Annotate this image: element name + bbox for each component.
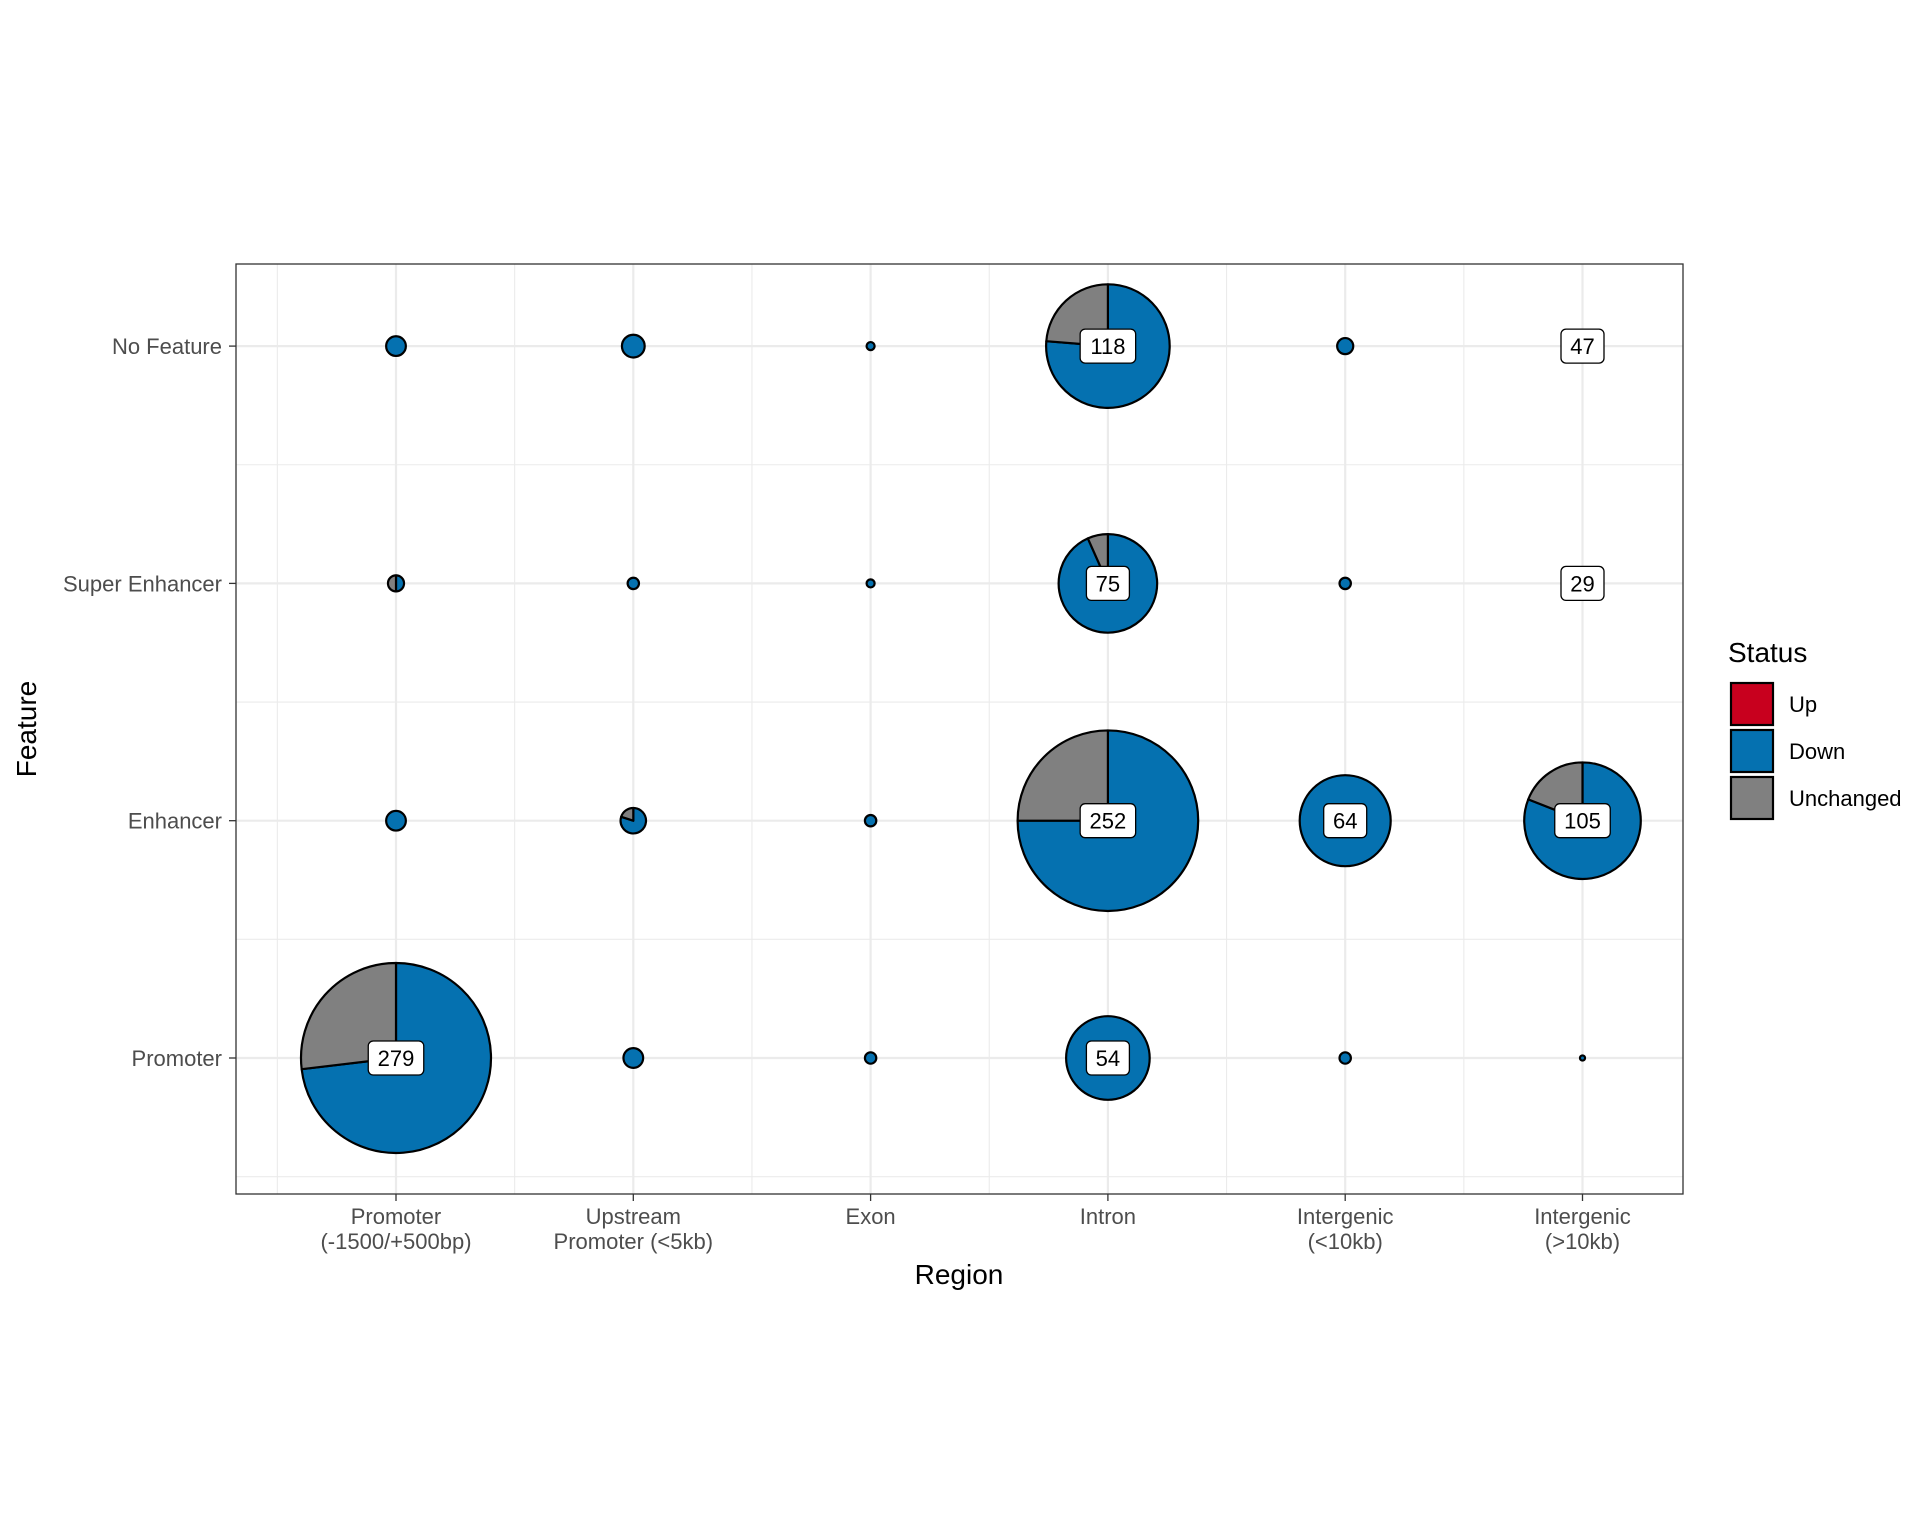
- count-label: 47: [1560, 328, 1605, 364]
- count-label-box: [1079, 328, 1137, 364]
- pie-point: [387, 574, 405, 593]
- x-tick-label: Promoter: [351, 1204, 441, 1229]
- pie-slice-down: [1338, 576, 1352, 591]
- pie-point: [622, 1047, 645, 1069]
- legend-label: Unchanged: [1789, 786, 1902, 811]
- x-tick-label: (-1500/+500bp): [320, 1229, 471, 1254]
- count-label-text: 118: [1090, 334, 1125, 359]
- count-label-text: 105: [1564, 809, 1601, 834]
- count-labels: 279 54 252 75 118 64 105 29 47: [367, 328, 1611, 1076]
- pie-slice-down: [1336, 336, 1355, 356]
- pie-point: [619, 806, 648, 835]
- count-label-text: 279: [378, 1046, 415, 1071]
- count-label-box: [1554, 803, 1611, 839]
- x-axis-title: Region: [915, 1259, 1004, 1290]
- count-label: 29: [1560, 565, 1605, 602]
- pie-slice-unchanged: [620, 806, 635, 822]
- x-tick-label: Upstream: [586, 1204, 681, 1229]
- pie-point: [865, 340, 876, 352]
- pie-slice-down: [385, 809, 407, 832]
- x-tick-label: Exon: [846, 1204, 896, 1229]
- count-label-box: [1560, 328, 1605, 364]
- count-label: 64: [1323, 803, 1368, 839]
- pie-slice-down: [620, 333, 646, 359]
- y-tick-label: Enhancer: [128, 809, 222, 834]
- pie-point: [626, 576, 641, 591]
- legend-key-up: [1729, 681, 1775, 727]
- count-label-box: [1323, 803, 1368, 839]
- count-label: 279: [367, 1040, 425, 1076]
- legend-title: Status: [1728, 637, 1807, 668]
- pie-slice-down: [1578, 1054, 1587, 1062]
- pie-slice-down: [622, 1047, 645, 1069]
- pie-point: [385, 809, 407, 832]
- pie-slice-down: [385, 335, 407, 358]
- pie-slice-down: [394, 574, 405, 593]
- legend-key-unchanged: [1729, 775, 1775, 821]
- count-label-box: [1085, 1040, 1131, 1076]
- y-tick-label: Super Enhancer: [63, 571, 222, 596]
- pie-point: [863, 1051, 878, 1065]
- count-label-text: 64: [1333, 809, 1357, 834]
- pie-slice-down: [863, 813, 878, 828]
- pie-slice-unchanged: [1016, 729, 1109, 822]
- legend-key-down: [1729, 728, 1775, 774]
- y-tick-label: Promoter: [132, 1046, 222, 1071]
- count-label: 54: [1085, 1040, 1131, 1076]
- pie-slice-down: [1338, 1051, 1352, 1065]
- y-axis: Promoter Enhancer Super Enhancer No Feature: [63, 334, 236, 1071]
- plot-border: [235, 263, 1684, 1195]
- x-tick-label: Promoter (<5kb): [554, 1229, 714, 1254]
- legend-label: Up: [1789, 692, 1817, 717]
- y-tick-label: No Feature: [112, 334, 222, 359]
- x-tick-label: (>10kb): [1545, 1229, 1620, 1254]
- count-label-box: [1560, 565, 1605, 602]
- x-tick-label: Intergenic: [1297, 1204, 1394, 1229]
- count-label-box: [367, 1040, 425, 1076]
- pie-point: [1338, 1051, 1352, 1065]
- legend: Status Up Down Unchanged: [1728, 637, 1902, 821]
- pie-slice-down: [626, 576, 641, 591]
- pie-point: [620, 333, 646, 359]
- x-tick-label: (<10kb): [1308, 1229, 1383, 1254]
- pie-slice-unchanged: [387, 574, 398, 593]
- x-tick-label: Intergenic: [1534, 1204, 1631, 1229]
- x-tick-label: Intron: [1080, 1204, 1136, 1229]
- count-label-box: [1085, 565, 1131, 602]
- pie-point: [385, 335, 407, 358]
- pie-slice-down: [863, 1051, 878, 1065]
- count-label-text: 29: [1570, 571, 1594, 596]
- count-label: 252: [1079, 803, 1137, 839]
- pie-point: [1338, 576, 1352, 591]
- count-label-text: 47: [1570, 334, 1594, 359]
- count-label: 105: [1554, 803, 1611, 839]
- pie-point: [1336, 336, 1355, 356]
- pie-point: [863, 813, 878, 828]
- count-label: 75: [1085, 565, 1131, 602]
- count-label-text: 252: [1090, 809, 1127, 834]
- pie-slice-down: [865, 578, 876, 589]
- count-label-text: 54: [1096, 1046, 1120, 1071]
- y-axis-title: Feature: [11, 681, 42, 778]
- count-label-text: 75: [1096, 571, 1120, 596]
- count-label: 118: [1079, 328, 1137, 364]
- pie-point: [1578, 1054, 1587, 1062]
- count-label-box: [1079, 803, 1137, 839]
- legend-label: Down: [1789, 739, 1845, 764]
- pie-point: [865, 578, 876, 589]
- grid-lines: [236, 264, 1683, 1194]
- pie-slice-down: [865, 340, 876, 352]
